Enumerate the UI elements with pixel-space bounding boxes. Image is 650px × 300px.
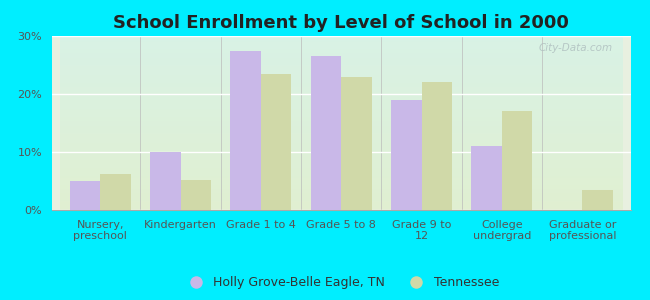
Title: School Enrollment by Level of School in 2000: School Enrollment by Level of School in … bbox=[113, 14, 569, 32]
Legend: Holly Grove-Belle Eagle, TN, Tennessee: Holly Grove-Belle Eagle, TN, Tennessee bbox=[178, 271, 504, 294]
Bar bbox=[150, 152, 181, 210]
Bar bbox=[261, 74, 291, 210]
Bar bbox=[181, 180, 211, 210]
Bar bbox=[502, 111, 532, 210]
Bar bbox=[582, 190, 613, 210]
Bar bbox=[422, 82, 452, 210]
Bar bbox=[100, 174, 131, 210]
Bar bbox=[311, 56, 341, 210]
Bar bbox=[70, 181, 100, 210]
Bar bbox=[471, 146, 502, 210]
Bar bbox=[391, 100, 422, 210]
Bar bbox=[230, 50, 261, 210]
Bar bbox=[341, 76, 372, 210]
Text: City-Data.com: City-Data.com bbox=[539, 43, 613, 53]
